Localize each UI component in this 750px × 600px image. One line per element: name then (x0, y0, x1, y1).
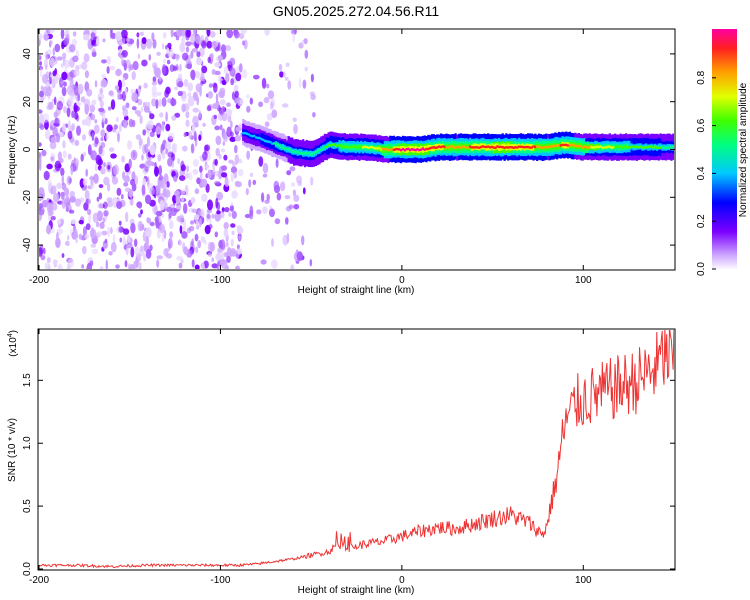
x-tick-label: 0 (399, 575, 405, 586)
colorbar-tick-label: 0.8 (696, 70, 707, 84)
y-tick-label: 1.0 (22, 436, 33, 450)
colorbar-tick-label: 0.6 (696, 118, 707, 132)
snr-scale-factor: (x104) (7, 330, 19, 357)
snr-series-line (39, 330, 674, 569)
y-tick-label: 0.5 (22, 499, 33, 513)
x-tick-label: 100 (575, 575, 592, 586)
snr-frame (37, 328, 676, 571)
colorbar-tick-label: 0.0 (696, 262, 707, 276)
colorbar: 0.0 0.2 0.4 0.6 0.8 Normalized spectral ampl… (696, 29, 749, 276)
x-tick-label: 100 (575, 275, 592, 286)
x-tick-label: 0 (399, 275, 405, 286)
y-tick-label: 20 (22, 96, 33, 108)
y-tick-label: -40 (22, 237, 33, 252)
colorbar-tick-label: 0.2 (696, 214, 707, 228)
snr-scale-exp: 4 (7, 333, 14, 337)
spectrogram-xlabel: Height of straight line (km) (298, 285, 415, 296)
colorbar-label: Normalized spectral amplitude (738, 82, 749, 217)
x-tick-label: -200 (29, 275, 49, 286)
colorbar-gradient (712, 29, 737, 270)
snr-ticks: -200 -100 0 100 0.0 0.5 1.0 1.5 (22, 329, 675, 586)
spectrogram-ylabel: Frequency (Hz) (7, 116, 18, 185)
x-tick-label: -100 (210, 275, 230, 286)
spectrogram-heatmap (39, 30, 674, 269)
spectrogram-noise (39, 30, 316, 269)
snr-xlabel: Height of straight line (km) (298, 585, 415, 596)
x-tick-label: -200 (29, 575, 49, 586)
figure-title: GN05.2025.272.04.56.R11 (273, 3, 440, 19)
svg-text:(x104): (x104) (7, 330, 19, 357)
y-tick-label: 40 (22, 48, 33, 60)
y-tick-label: 0.0 (22, 562, 33, 576)
y-tick-label: -20 (22, 190, 33, 205)
colorbar-ticks: 0.0 0.2 0.4 0.6 0.8 (696, 70, 716, 276)
snr-panel: -200 -100 0 100 0.0 0.5 1.0 1.5 Height of strai… (7, 328, 676, 596)
signal-band-layer (242, 131, 674, 156)
x-tick-label: -100 (210, 575, 230, 586)
colorbar-tick-label: 0.4 (696, 166, 707, 180)
y-tick-label: 0 (22, 146, 33, 152)
snr-ylabel: SNR (10 * v/v) (7, 418, 18, 482)
y-tick-label: 1.5 (22, 373, 33, 387)
snr-scale-base: (x10 (8, 337, 19, 357)
